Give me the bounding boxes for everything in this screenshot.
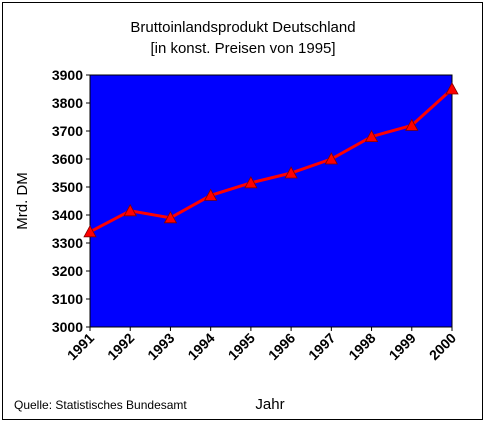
data-point-marker <box>364 129 379 143</box>
x-axis-label: Jahr <box>255 396 284 413</box>
chart-subtitle: [in konst. Preisen von 1995] <box>150 40 335 57</box>
x-tick-label: 1993 <box>144 330 177 363</box>
data-point-marker <box>203 188 218 201</box>
y-tick-label: 3300 <box>52 235 83 251</box>
x-tick-label: 1998 <box>345 330 378 363</box>
x-tick-label: 1992 <box>104 330 137 363</box>
chart-title: Bruttoinlandsprodukt Deutschland <box>130 19 355 36</box>
x-tick-label: 2000 <box>426 330 459 363</box>
x-tick-label: 1994 <box>184 330 217 363</box>
y-tick-label: 3400 <box>52 207 83 223</box>
y-tick-label: 3500 <box>52 179 83 195</box>
y-tick-label: 3200 <box>52 263 83 279</box>
data-point-marker <box>83 224 97 238</box>
y-tick-label: 3900 <box>52 67 83 83</box>
x-tick-label: 1996 <box>265 330 298 363</box>
data-point-marker <box>123 203 137 217</box>
y-tick-label: 3800 <box>52 95 83 111</box>
data-point-marker <box>244 175 258 189</box>
y-tick-label: 3000 <box>52 319 83 335</box>
plot-area <box>89 74 453 328</box>
y-axis-label: Mrd. DM <box>14 172 31 230</box>
y-tick-label: 3100 <box>52 291 83 307</box>
series-line <box>89 87 454 234</box>
source-note: Quelle: Statistisches Bundesamt <box>14 398 187 412</box>
y-tick-label: 3700 <box>52 123 83 139</box>
data-point-marker <box>405 118 419 131</box>
data-point-marker <box>284 166 298 179</box>
data-point-marker <box>324 152 339 165</box>
y-tick-label: 3600 <box>52 151 83 167</box>
x-tick-label: 1995 <box>225 330 258 363</box>
data-point-marker <box>445 82 459 95</box>
x-tick-label: 1999 <box>386 330 419 363</box>
x-tick-label: 1997 <box>305 330 338 363</box>
data-point-marker <box>163 210 178 224</box>
